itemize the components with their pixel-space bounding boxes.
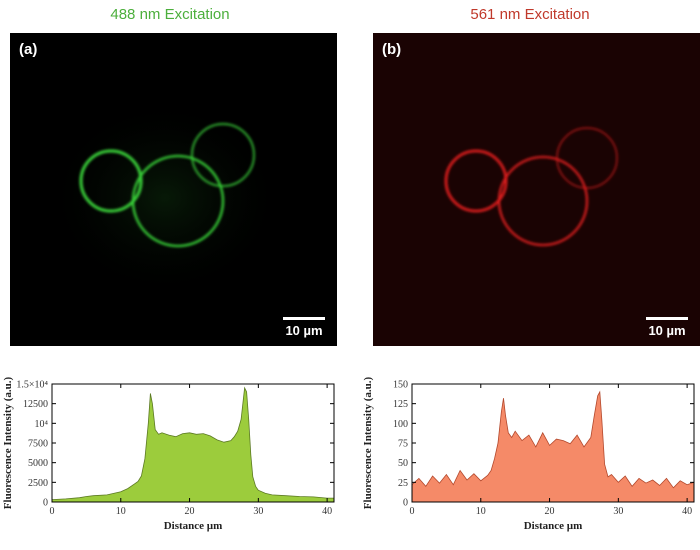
scale-bar-line [646,317,688,320]
x-axis-label: Distance µm [524,520,583,532]
excitation-561-heading: 561 nm Excitation [470,6,590,23]
x-tick-label: 20 [545,506,555,517]
vesicle-membrane [131,154,225,248]
panel-label-b: (b) [382,41,402,58]
vesicles-561-image [444,127,618,247]
y-tick-label: 125 [393,399,408,410]
vesicle-membrane [556,127,618,189]
x-tick-label: 30 [613,506,623,517]
vesicle-membrane [444,149,508,213]
x-tick-label: 10 [476,506,486,517]
x-tick-label: 10 [116,506,126,517]
micrograph-561: (b) 10 µm [373,33,700,346]
y-tick-label: 1.5×10⁴ [16,380,48,391]
scale-bar-label: 10 µm [285,323,323,338]
y-tick-label: 25 [398,478,408,489]
excitation-488-heading: 488 nm Excitation [110,6,230,23]
y-tick-label: 50 [398,458,408,469]
y-tick-label: 12500 [23,399,48,410]
intensity-profile-561: 0 10 20 30 40 0 25 50 75 100 125 150 Distance µm Fluo… [360,372,700,545]
intensity-area [52,387,334,502]
x-tick-label: 40 [682,506,692,517]
y-tick-label: 10⁴ [35,419,49,430]
intensity-line [51,386,334,500]
vesicle-membrane [190,122,256,188]
scale-bar-line [283,317,325,320]
intensity-line [411,390,695,489]
x-axis-label: Distance µm [164,520,223,532]
y-tick-label: 0 [43,498,48,509]
intensity-profile-488-svg: 0 10 20 30 40 0 2500 5000 7500 10⁴ 12500 1.5×10⁴ Dis… [2,376,335,532]
intensity-profile-488: 0 10 20 30 40 0 2500 5000 7500 10⁴ 12500 1.5×10⁴ Dis… [0,372,340,545]
y-axis-label: Fluorescence Intensity (a.u.) [362,376,374,509]
y-tick-label: 0 [403,498,408,509]
y-tick-label: 2500 [28,478,48,489]
scale-bar-488: 10 µm [283,317,325,338]
intensity-profile-561-svg: 0 10 20 30 40 0 25 50 75 100 125 150 Distance µm Fluo… [362,376,695,532]
micrograph-488: (a) 10 µm [10,33,337,346]
scale-bar-561: 10 µm [646,317,688,338]
vesicles-488-image [45,98,285,298]
scale-bar-label: 10 µm [648,323,686,338]
vesicle-membrane [79,149,143,213]
y-tick-label: 100 [393,419,408,430]
y-axis-label: Fluorescence Intensity (a.u.) [2,376,14,509]
y-tick-label: 7500 [28,439,48,450]
y-tick-label: 5000 [28,458,48,469]
intensity-area [412,391,694,502]
x-tick-label: 30 [253,506,263,517]
x-tick-label: 0 [410,506,415,517]
x-tick-label: 20 [185,506,195,517]
x-tick-label: 40 [322,506,332,517]
panel-label-a: (a) [19,41,38,58]
x-tick-label: 0 [50,506,55,517]
y-tick-label: 150 [393,380,408,391]
y-tick-label: 75 [398,439,408,450]
vesicle-membrane [497,155,589,247]
